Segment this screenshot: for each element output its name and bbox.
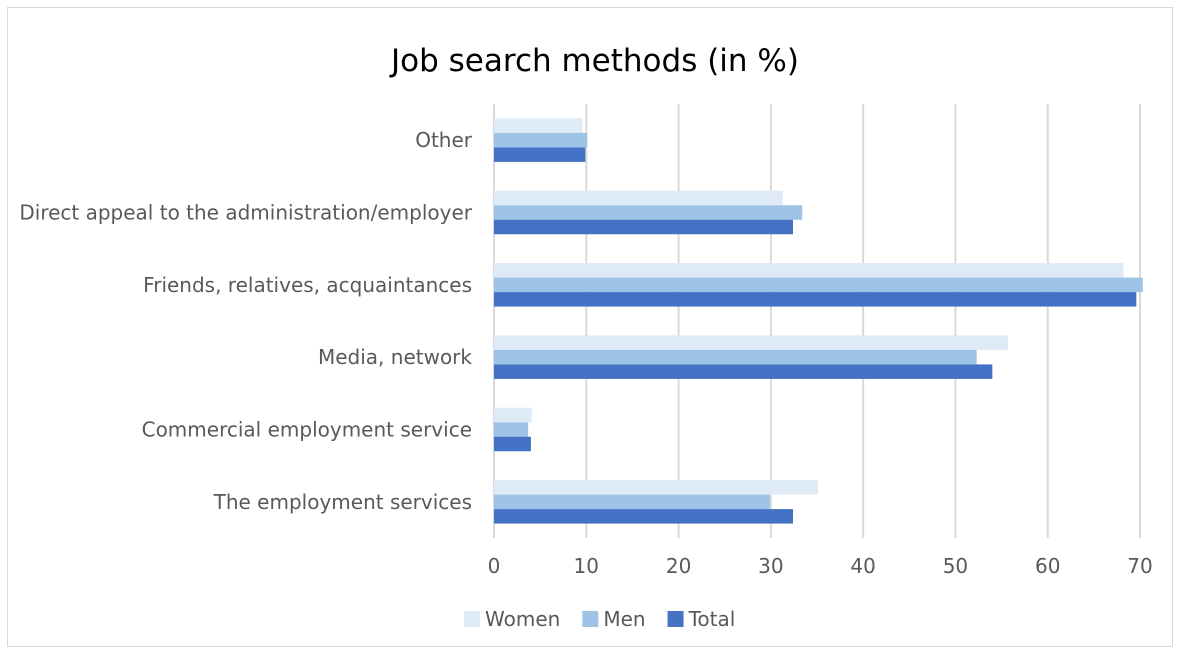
chart-area: Job search methods (in %) Other Direct ap… [7, 7, 1173, 647]
bar-total-2 [494, 292, 1137, 307]
legend-swatch-men [582, 611, 599, 627]
x-tick-label: 30 [758, 554, 783, 578]
category-label: Direct appeal to the administration/empl… [19, 201, 472, 225]
chart-title: Job search methods (in %) [389, 43, 799, 79]
bar-men-2 [494, 277, 1143, 293]
bar-women-2 [494, 263, 1124, 278]
x-tick-label: 40 [850, 554, 875, 578]
bars [494, 118, 1143, 524]
bar-chart: Job search methods (in %) Other Direct ap… [19, 43, 1153, 631]
bar-men-3 [494, 349, 977, 365]
x-tick-label: 0 [488, 554, 501, 578]
bar-total-5 [494, 509, 794, 524]
legend: Women Men Total [464, 607, 735, 631]
gridlines [493, 104, 1141, 538]
category-label: Other [415, 128, 473, 152]
x-tick-label: 70 [1127, 554, 1152, 578]
bar-women-3 [494, 335, 1009, 350]
bar-women-4 [494, 407, 532, 423]
x-tick-label: 10 [574, 554, 599, 578]
bar-total-0 [494, 147, 586, 162]
bar-men-4 [494, 422, 529, 437]
bar-women-0 [494, 118, 583, 133]
x-tick-label: 60 [1035, 554, 1060, 578]
x-tick-label: 50 [943, 554, 968, 578]
bar-men-5 [494, 494, 770, 510]
category-label: Media, network [318, 345, 472, 369]
bar-total-4 [494, 436, 531, 452]
bar-women-1 [494, 190, 783, 206]
x-tick-label: 20 [666, 554, 691, 578]
bar-women-5 [494, 480, 818, 495]
category-label: Friends, relatives, acquaintances [143, 273, 472, 297]
legend-label-total: Total [688, 607, 736, 631]
x-axis-ticks: 0 10 20 30 40 50 60 70 [488, 554, 1153, 578]
bar-total-3 [494, 364, 993, 379]
category-label: The employment services [213, 490, 472, 514]
bar-men-1 [494, 205, 803, 220]
category-labels: Other Direct appeal to the administration… [19, 128, 472, 514]
bar-total-1 [494, 219, 794, 235]
legend-swatch-total [667, 611, 684, 627]
legend-label-women: Women [485, 607, 560, 631]
bar-men-0 [494, 132, 588, 148]
legend-label-men: Men [603, 607, 645, 631]
legend-swatch-women [464, 611, 480, 627]
category-label: Commercial employment service [142, 418, 472, 442]
